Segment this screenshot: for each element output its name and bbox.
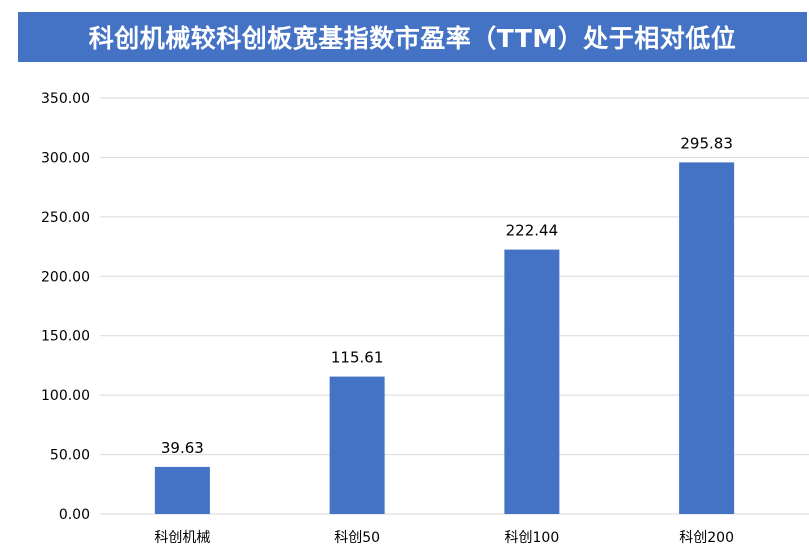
y-tick-label: 250.00 bbox=[41, 210, 90, 226]
data-label: 222.44 bbox=[506, 222, 559, 240]
data-label: 295.83 bbox=[680, 134, 733, 152]
y-tick-label: 350.00 bbox=[41, 91, 90, 107]
bars bbox=[154, 162, 735, 514]
x-tick-label: 科创机械 bbox=[154, 530, 210, 546]
bar-chart: 0.00 50.00 100.00 150.00 200.00 250.00 300.00 3… bbox=[41, 91, 809, 546]
y-axis-tick-labels: 0.00 50.00 100.00 150.00 200.00 250.00 300.00 3… bbox=[41, 91, 90, 523]
chart-title: 科创机械较科创板宽基指数市盈率（TTM）处于相对低位 bbox=[88, 24, 737, 53]
x-axis-tick-labels: 科创机械 科创50 科创100 科创200 bbox=[154, 530, 734, 546]
y-tick-label: 100.00 bbox=[41, 388, 90, 404]
y-tick-label: 300.00 bbox=[41, 150, 90, 166]
x-tick-label: 科创50 bbox=[334, 530, 380, 546]
chart-area: 0.00 50.00 100.00 150.00 200.00 250.00 300.00 3… bbox=[0, 70, 809, 555]
y-tick-label: 200.00 bbox=[41, 269, 90, 285]
x-tick-label: 科创100 bbox=[505, 530, 560, 546]
data-labels: 39.63 115.61 222.44 295.83 bbox=[161, 134, 733, 457]
bar bbox=[504, 249, 560, 514]
y-tick-label: 0.00 bbox=[59, 507, 90, 523]
bar bbox=[329, 376, 385, 514]
y-tick-label: 150.00 bbox=[41, 329, 90, 345]
grid-lines bbox=[100, 97, 809, 515]
bar bbox=[679, 162, 735, 514]
y-tick-label: 50.00 bbox=[50, 448, 90, 464]
data-label: 115.61 bbox=[331, 349, 384, 367]
x-tick-label: 科创200 bbox=[679, 530, 734, 546]
chart-title-bar: 科创机械较科创板宽基指数市盈率（TTM）处于相对低位 bbox=[18, 12, 807, 62]
data-label: 39.63 bbox=[161, 439, 204, 457]
bar bbox=[154, 466, 210, 514]
